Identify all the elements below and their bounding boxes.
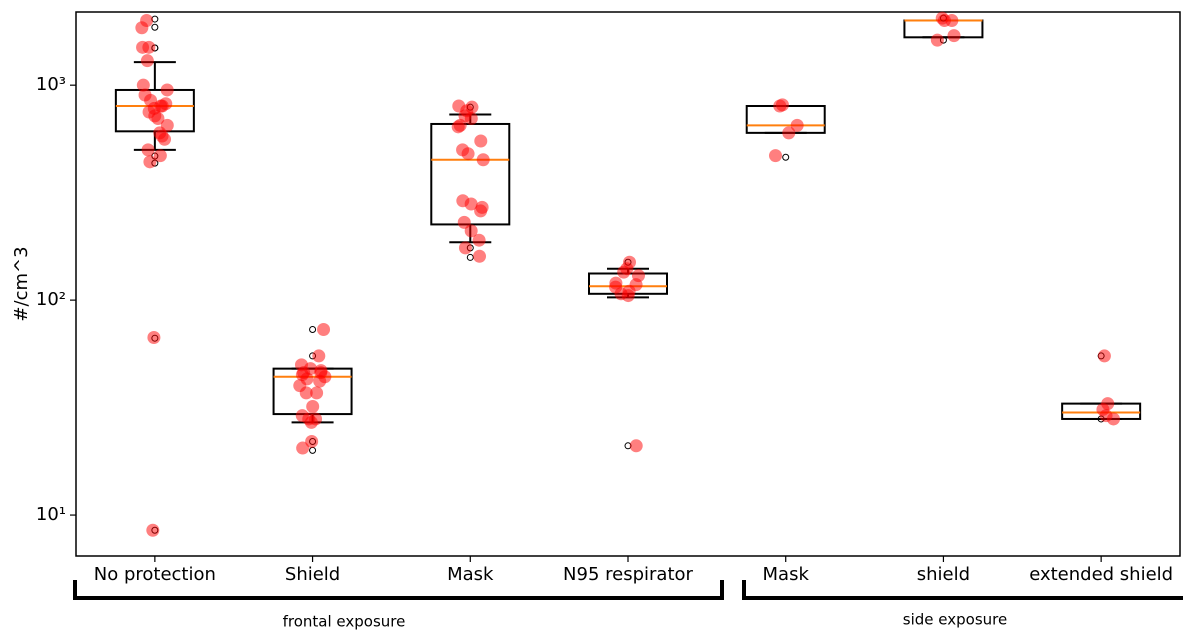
data-point xyxy=(617,265,631,279)
data-point xyxy=(136,78,150,92)
data-point xyxy=(464,111,478,125)
data-point xyxy=(140,13,154,27)
x-tick-label: Shield xyxy=(285,564,340,585)
data-point xyxy=(476,153,490,167)
y-axis-label: #/cm^3 xyxy=(11,246,32,321)
y-tick-label: 10¹ xyxy=(36,504,66,525)
flier xyxy=(309,446,317,454)
y-tick-label: 10³ xyxy=(36,74,66,95)
data-point xyxy=(143,155,157,169)
group-label: frontal exposure xyxy=(283,613,406,631)
data-point xyxy=(310,386,324,400)
data-point xyxy=(458,241,472,255)
data-point xyxy=(474,204,488,218)
data-point xyxy=(451,120,465,134)
data-point xyxy=(147,331,161,345)
data-point xyxy=(773,99,787,113)
data-point xyxy=(140,54,154,68)
data-point xyxy=(464,224,478,238)
data-point xyxy=(930,33,944,47)
x-tick-label: extended shield xyxy=(1029,564,1173,585)
data-point xyxy=(473,249,487,263)
data-point xyxy=(1097,349,1111,363)
data-point xyxy=(312,349,326,363)
data-point xyxy=(947,29,961,43)
data-point xyxy=(299,386,313,400)
data-point xyxy=(782,126,796,140)
x-tick-label: shield xyxy=(917,564,970,585)
group-label: side exposure xyxy=(903,611,1007,629)
data-point xyxy=(153,149,167,163)
data-point xyxy=(313,374,327,388)
data-point xyxy=(937,13,951,27)
data-point xyxy=(464,197,478,211)
data-point xyxy=(146,523,160,537)
data-point xyxy=(629,439,643,453)
flier xyxy=(782,153,790,161)
data-point xyxy=(317,322,331,336)
plot-frame xyxy=(75,11,1181,557)
group-bracket xyxy=(73,580,724,600)
flier xyxy=(151,23,159,31)
data-point xyxy=(160,83,174,97)
data-point xyxy=(306,399,320,413)
data-point xyxy=(142,40,156,54)
data-point xyxy=(296,441,310,455)
data-point xyxy=(305,434,319,448)
x-tick-label: No protection xyxy=(94,564,216,585)
data-point xyxy=(461,147,475,161)
data-point xyxy=(621,289,635,303)
x-tick-label: Mask xyxy=(447,564,494,585)
data-point xyxy=(141,143,155,157)
data-point xyxy=(158,132,172,146)
flier xyxy=(466,253,474,261)
data-point xyxy=(790,118,804,132)
data-point xyxy=(151,111,165,125)
data-point xyxy=(474,134,488,148)
data-point xyxy=(768,149,782,163)
flier xyxy=(309,325,317,333)
y-tick-label: 10² xyxy=(36,289,66,310)
x-tick-label: N95 respirator xyxy=(563,564,693,585)
group-bracket xyxy=(742,580,1183,600)
x-tick-label: Mask xyxy=(763,564,810,585)
data-point xyxy=(1106,412,1120,426)
data-point xyxy=(304,415,318,429)
data-point xyxy=(472,233,486,247)
